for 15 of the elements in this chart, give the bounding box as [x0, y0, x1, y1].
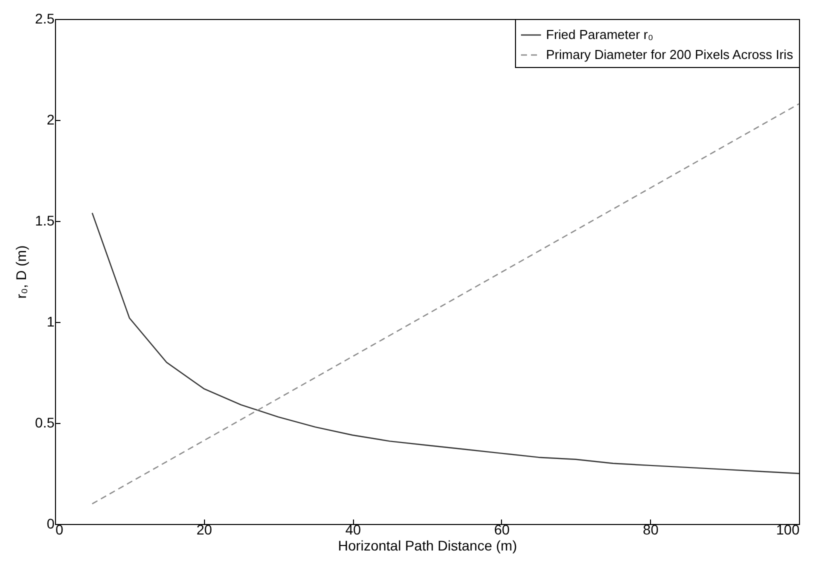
x-axis-title: Horizontal Path Distance (m)	[338, 538, 517, 554]
y-tick-label: 0.5	[35, 414, 55, 430]
x-tick-label: 20	[196, 522, 212, 538]
legend-label: Primary Diameter for 200 Pixels Across Iris	[546, 47, 794, 62]
x-tick-label: 100	[776, 522, 800, 538]
y-tick-label: 1.5	[35, 212, 55, 228]
x-tick-label: 60	[494, 522, 510, 538]
line-series	[92, 212, 800, 474]
x-tick-label: 80	[642, 522, 659, 538]
legend-label: Fried Parameter r₀	[546, 27, 654, 42]
y-axis-title: r₀, D (m)	[13, 245, 30, 299]
y-tick-label: 1	[46, 314, 55, 330]
x-tick-label: 40	[345, 522, 362, 538]
y-tick-label: 2.5	[35, 10, 55, 26]
y-tick-label: 2	[46, 112, 55, 128]
